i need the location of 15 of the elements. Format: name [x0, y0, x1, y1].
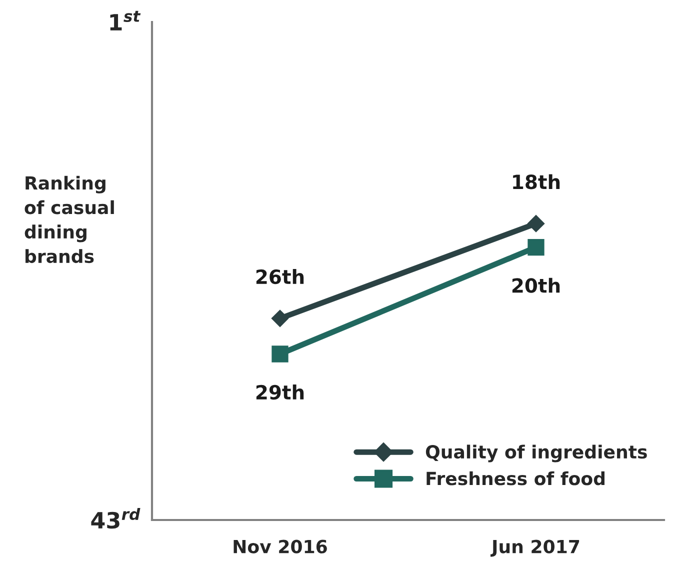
- x-tick-label: Jun 2017: [490, 540, 580, 557]
- point: [272, 346, 288, 362]
- point: [528, 238, 544, 256]
- x-tick-label: Nov 2016: [234, 540, 327, 554]
- y-tick-label: 1$^{st}$: [110, 10, 141, 30]
- point: [527, 214, 545, 232]
- legend-label: Freshness of food: [426, 471, 604, 486]
- data-label: 20th: [512, 278, 560, 293]
- data-label: 26th: [256, 269, 304, 284]
- data-label: 29th: [256, 384, 304, 400]
- y-tick-label: 43$^{rd}$: [91, 508, 140, 529]
- data-label: 18th: [513, 174, 560, 190]
- point: [271, 310, 289, 328]
- legend-label: Quality of ingredients: [426, 444, 647, 462]
- y-axis-title: Ranking of casual dining brands: [24, 176, 114, 264]
